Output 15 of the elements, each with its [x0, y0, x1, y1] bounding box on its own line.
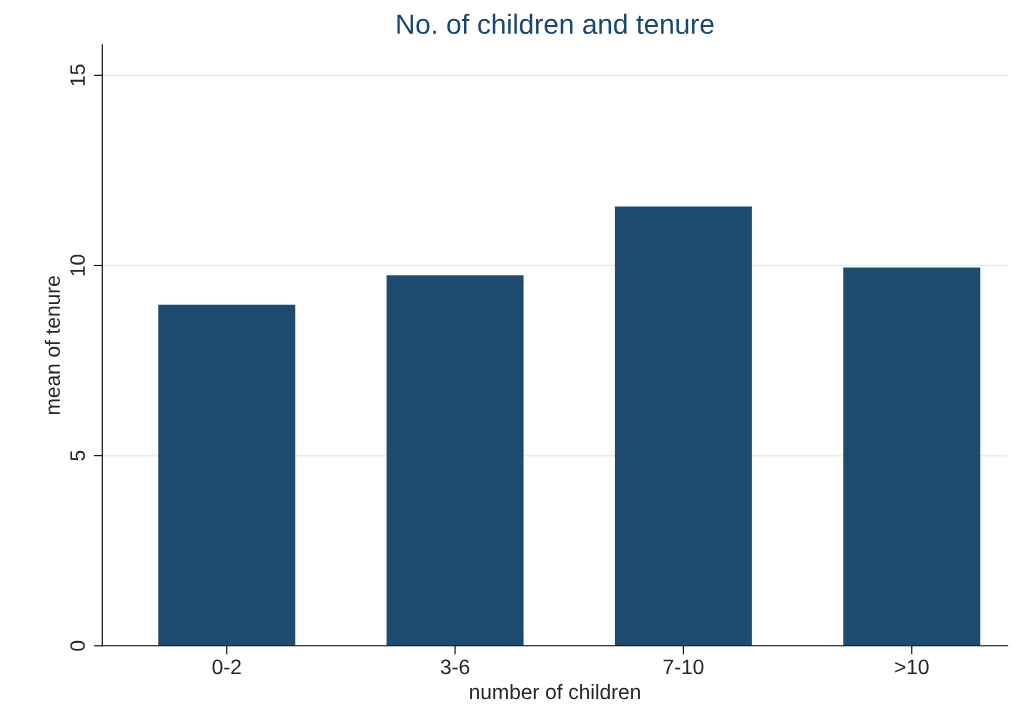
- bar: [843, 267, 981, 646]
- x-tick-label: >10: [895, 659, 929, 675]
- x-axis-title: number of children: [470, 683, 640, 700]
- bar: [614, 206, 752, 646]
- x-tick-label: 0-2: [212, 659, 241, 675]
- y-tick-label: 0: [70, 640, 85, 651]
- y-axis-title: mean of tenure: [44, 276, 61, 415]
- y-tick-label: 10: [70, 254, 85, 276]
- bar: [158, 304, 296, 646]
- x-tick-label: 3-6: [440, 659, 470, 675]
- chart-title: No. of children and tenure: [397, 13, 714, 35]
- y-tick-label: 5: [70, 450, 85, 461]
- x-tick-label: 7-10: [663, 659, 704, 675]
- bar: [386, 275, 524, 646]
- y-tick-label: 15: [70, 64, 85, 86]
